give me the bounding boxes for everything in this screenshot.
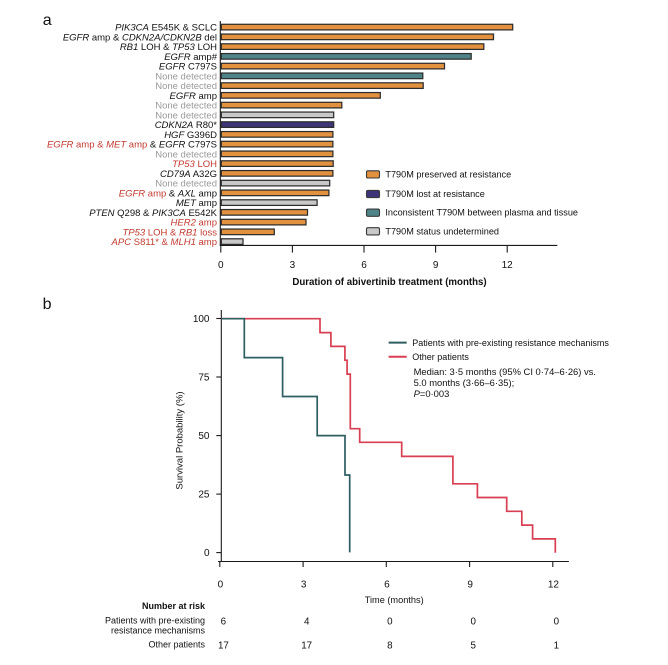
svg-text:Survival Probability (%): Survival Probability (%) xyxy=(174,391,185,489)
svg-text:9: 9 xyxy=(467,580,473,591)
svg-text:Other patients: Other patients xyxy=(148,640,205,650)
svg-text:12: 12 xyxy=(502,260,514,271)
svg-text:17: 17 xyxy=(218,641,229,652)
svg-text:Patients with pre-existing: Patients with pre-existing xyxy=(105,616,205,626)
svg-text:EGFR amp & CDKN2A/CDKN2B del: EGFR amp & CDKN2A/CDKN2B del xyxy=(63,32,217,43)
svg-text:0: 0 xyxy=(470,616,476,627)
svg-text:a: a xyxy=(43,12,52,29)
svg-text:Duration of abivertinib treatm: Duration of abivertinib treatment (month… xyxy=(292,277,486,288)
svg-text:None detected: None detected xyxy=(155,110,217,121)
svg-text:None detected: None detected xyxy=(155,179,217,190)
svg-text:EGFR amp: EGFR amp xyxy=(169,91,217,102)
svg-text:Number at risk: Number at risk xyxy=(142,601,206,611)
svg-text:1: 1 xyxy=(554,641,559,652)
svg-text:Median: 3·5 months (95% CI 0·7: Median: 3·5 months (95% CI 0·74–6·26) vs… xyxy=(414,366,596,377)
svg-text:P=0·003: P=0·003 xyxy=(414,388,450,399)
svg-text:17: 17 xyxy=(301,641,312,652)
svg-text:Other patients: Other patients xyxy=(412,352,469,362)
svg-text:6: 6 xyxy=(384,580,390,591)
svg-text:Time (months): Time (months) xyxy=(365,595,424,605)
svg-text:b: b xyxy=(43,296,52,313)
svg-text:3: 3 xyxy=(301,580,307,591)
svg-text:None detected: None detected xyxy=(155,101,217,112)
svg-text:None detected: None detected xyxy=(155,81,217,92)
svg-text:Inconsistent T790M between pla: Inconsistent T790M between plasma and ti… xyxy=(385,208,578,218)
svg-text:12: 12 xyxy=(548,580,560,591)
svg-text:0: 0 xyxy=(204,548,210,559)
svg-text:RB1 LOH & TP53 LOH: RB1 LOH & TP53 LOH xyxy=(120,42,217,53)
svg-text:8: 8 xyxy=(387,641,393,652)
svg-text:0: 0 xyxy=(218,260,224,271)
svg-text:0: 0 xyxy=(218,580,224,591)
svg-text:50: 50 xyxy=(198,431,210,442)
svg-text:3: 3 xyxy=(290,260,296,271)
svg-text:PIK3CA E545K & SCLC: PIK3CA E545K & SCLC xyxy=(115,23,217,34)
svg-text:T790M lost at resistance: T790M lost at resistance xyxy=(385,189,484,199)
svg-text:75: 75 xyxy=(198,373,210,384)
svg-text:9: 9 xyxy=(433,260,439,271)
svg-text:0: 0 xyxy=(387,616,393,627)
svg-text:CD79A A32G: CD79A A32G xyxy=(160,169,217,180)
svg-text:5.0 months (3·66–6·35);: 5.0 months (3·66–6·35); xyxy=(414,377,515,388)
svg-text:TP53 LOH & RB1 loss: TP53 LOH & RB1 loss xyxy=(122,227,217,238)
svg-text:T790M status undetermined: T790M status undetermined xyxy=(385,226,499,236)
svg-text:EGFR amp#: EGFR amp# xyxy=(164,52,218,63)
svg-text:APC S811* & MLH1 amp: APC S811* & MLH1 amp xyxy=(111,237,217,248)
svg-text:HER2 amp: HER2 amp xyxy=(171,218,217,229)
svg-text:EGFR amp & MET amp & EGFR C797: EGFR amp & MET amp & EGFR C797S xyxy=(47,140,217,151)
svg-text:MET amp: MET amp xyxy=(176,198,217,209)
svg-text:EGFR C797S: EGFR C797S xyxy=(159,62,217,73)
svg-text:HGF G396D: HGF G396D xyxy=(164,130,217,141)
svg-text:4: 4 xyxy=(304,616,310,627)
svg-text:Patients with pre-existing res: Patients with pre-existing resistance me… xyxy=(412,338,609,348)
svg-text:PTEN Q298 & PIK3CA E542K: PTEN Q298 & PIK3CA E542K xyxy=(89,208,217,219)
svg-text:CDKN2A R80*: CDKN2A R80* xyxy=(155,120,218,131)
svg-text:5: 5 xyxy=(470,641,476,652)
svg-text:6: 6 xyxy=(221,616,227,627)
svg-text:T790M preserved at resistance: T790M preserved at resistance xyxy=(385,169,511,179)
svg-text:None detected: None detected xyxy=(155,71,217,82)
svg-text:TP53 LOH: TP53 LOH xyxy=(172,159,217,170)
svg-text:EGFR amp & AXL amp: EGFR amp & AXL amp xyxy=(119,188,217,199)
svg-text:resistance mechanisms: resistance mechanisms xyxy=(111,626,206,636)
svg-text:25: 25 xyxy=(198,490,210,501)
svg-text:6: 6 xyxy=(361,260,367,271)
svg-text:None detected: None detected xyxy=(155,149,217,160)
svg-text:0: 0 xyxy=(554,616,560,627)
svg-text:100: 100 xyxy=(193,314,210,325)
